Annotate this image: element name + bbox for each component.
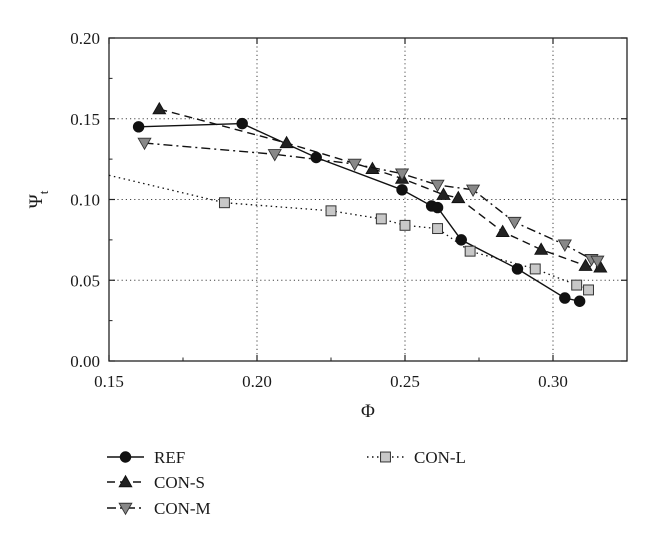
data-point-con-m xyxy=(590,255,605,269)
x-tick-label: 0.25 xyxy=(390,372,420,391)
data-point-con-s xyxy=(495,224,510,237)
legend-item-con-m: CON-M xyxy=(107,499,211,518)
series-line-con-m xyxy=(144,142,598,262)
y-axis-label: Ψt xyxy=(26,190,51,208)
data-point-con-l xyxy=(529,263,541,275)
legend-item-ref: REF xyxy=(107,448,185,467)
y-tick-label: 0.00 xyxy=(70,352,100,371)
data-point-ref xyxy=(396,184,408,196)
legend-marker-con-s xyxy=(118,474,133,488)
legend-label-con-s: CON-S xyxy=(154,473,205,492)
data-point-con-m xyxy=(137,137,152,151)
y-axis-label-subscript: t xyxy=(36,190,51,194)
data-point-ref xyxy=(132,121,145,133)
data-point-ref xyxy=(455,234,467,246)
legend-marker-con-l xyxy=(380,451,391,463)
data-point-ref xyxy=(559,292,571,304)
data-point-ref xyxy=(310,151,322,164)
series-con-l xyxy=(108,174,594,296)
series-layer xyxy=(108,101,608,307)
x-tick-label: 0.15 xyxy=(94,372,124,391)
data-point-con-s xyxy=(279,135,294,149)
data-point-ref xyxy=(431,201,444,214)
x-tick-label: 0.20 xyxy=(242,372,272,391)
data-point-ref xyxy=(573,295,586,307)
x-tick-labels: 0.15 0.20 0.25 0.30 xyxy=(94,372,568,391)
data-point-con-l xyxy=(325,205,337,217)
data-point-con-s xyxy=(152,101,167,115)
legend-item-con-s: CON-S xyxy=(107,473,205,492)
y-tick-label: 0.20 xyxy=(70,29,100,48)
legend-marker-ref xyxy=(119,451,132,463)
series-line-con-s xyxy=(159,108,601,268)
data-point-con-l xyxy=(218,197,230,209)
data-point-con-l xyxy=(571,279,583,291)
legend-item-con-l: CON-L xyxy=(367,448,466,467)
x-tick-label: 0.30 xyxy=(538,372,568,391)
y-tick-label: 0.15 xyxy=(70,110,100,129)
series-ref xyxy=(132,117,586,307)
grid xyxy=(108,38,627,361)
data-point-con-l xyxy=(399,219,411,231)
plot-frame xyxy=(108,37,628,362)
series-line-ref xyxy=(138,122,580,302)
y-axis-label-main: Ψ xyxy=(26,194,47,208)
data-point-con-l xyxy=(464,245,476,257)
series-con-s xyxy=(152,101,608,273)
data-point-con-l xyxy=(375,213,387,225)
data-point-con-m xyxy=(430,179,445,193)
data-point-ref xyxy=(511,263,524,275)
series-con-m xyxy=(137,137,605,269)
data-point-con-m xyxy=(347,158,362,172)
x-axis-label: Φ xyxy=(361,401,375,422)
data-point-con-m xyxy=(267,149,282,162)
legend-label-con-l: CON-L xyxy=(414,448,466,467)
data-point-con-m xyxy=(465,184,481,198)
data-point-con-m xyxy=(557,239,572,252)
y-tick-labels: 0.00 0.05 0.10 0.15 0.20 xyxy=(70,29,100,371)
data-point-con-l xyxy=(583,284,594,296)
data-point-ref xyxy=(236,117,248,130)
legend: REF CON-S CON-M CON-L xyxy=(107,448,466,518)
data-point-con-s xyxy=(436,187,451,200)
legend-label-con-m: CON-M xyxy=(154,499,211,518)
axis-ticks xyxy=(108,37,627,362)
data-point-con-s xyxy=(534,242,549,255)
data-point-con-m xyxy=(394,168,410,181)
data-point-con-m xyxy=(507,216,522,230)
data-point-con-s xyxy=(451,190,466,204)
data-point-con-s xyxy=(578,258,593,271)
data-point-con-l xyxy=(432,223,444,235)
y-tick-label: 0.10 xyxy=(70,191,100,210)
legend-label-ref: REF xyxy=(154,448,185,467)
legend-marker-con-m xyxy=(118,502,133,516)
y-tick-label: 0.05 xyxy=(70,271,100,290)
